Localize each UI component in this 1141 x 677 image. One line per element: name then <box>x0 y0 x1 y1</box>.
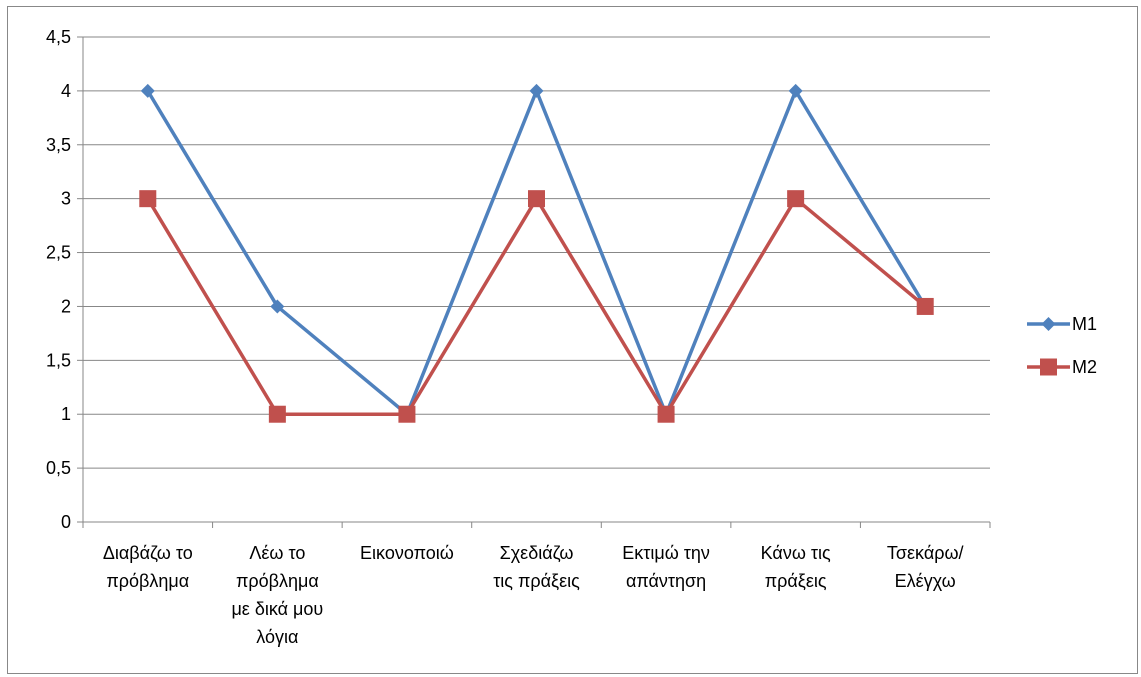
x-tick-label: Κάνω τις πράξεις <box>761 543 831 591</box>
x-tick-label-line: λόγια <box>256 627 298 647</box>
data-point <box>529 83 544 98</box>
x-tick-label-line: Εικονοποιώ <box>360 543 454 563</box>
data-point <box>398 405 416 423</box>
data-point <box>270 299 285 314</box>
gridlines <box>83 36 990 469</box>
x-tick-label-line: πρόβλημα <box>106 571 189 591</box>
data-point <box>139 190 157 208</box>
x-tick-label: Σχεδιάζω τις πράξεις <box>493 543 580 591</box>
x-tick-label: Τσεκάρω/Ελέγχω <box>887 543 964 591</box>
legend-marker <box>1040 358 1057 376</box>
x-tick-label-line: Εκτιμώ την <box>622 543 710 563</box>
series-m2 <box>139 190 934 423</box>
x-tick-label-line: τις πράξεις <box>493 571 580 591</box>
y-axis-ticks: 0 0,5 1 1,5 2 2,5 3 3,5 4 4,5 <box>46 27 83 532</box>
y-tick-label: 4,5 <box>46 27 71 47</box>
legend-item-m1: M1 <box>1027 314 1097 334</box>
chart-frame <box>7 6 1138 674</box>
x-tick-label-line: Λέω το <box>249 543 305 563</box>
x-tick-label-line: πράξεις <box>765 571 827 591</box>
y-tick-label: 2 <box>61 296 71 316</box>
y-tick-label: 3,5 <box>46 135 71 155</box>
x-tick-label-line: Σχεδιάζω <box>500 543 574 563</box>
x-tick-label-line: Κάνω τις <box>761 543 831 563</box>
x-tick-label-line: απάντηση <box>626 571 706 591</box>
x-tick-label: Λέω το πρόβλημα με δικά μου λόγια <box>231 543 323 647</box>
data-point <box>788 83 803 98</box>
data-point <box>787 190 805 208</box>
data-point <box>916 297 934 315</box>
legend-label: M1 <box>1072 314 1097 334</box>
axes <box>82 37 990 523</box>
x-tick-label: Εικονοποιώ <box>360 543 454 563</box>
y-tick-label: 0,5 <box>46 458 71 478</box>
x-tick-label-line: με δικά μου <box>231 599 323 619</box>
data-point <box>268 405 286 423</box>
y-tick-label: 1 <box>61 404 71 424</box>
x-tick-label-line: Διαβάζω το <box>103 543 193 563</box>
x-tick-label: Διαβάζω το πρόβλημα <box>103 543 193 591</box>
y-tick-label: 1,5 <box>46 350 71 370</box>
x-tick-label-line: Ελέγχω <box>895 571 956 591</box>
y-tick-label: 2,5 <box>46 243 71 263</box>
legend-label: M2 <box>1072 357 1097 377</box>
x-tick-label-line: πρόβλημα <box>236 571 319 591</box>
legend-marker <box>1041 317 1056 331</box>
x-tick-label: Εκτιμώ την απάντηση <box>622 543 710 591</box>
series-layer <box>139 83 934 423</box>
data-point <box>657 405 675 423</box>
data-point <box>528 190 545 208</box>
x-tick-label-line: Τσεκάρω/ <box>887 543 964 563</box>
y-tick-label: 3 <box>61 189 71 209</box>
legend: M1 M2 <box>1027 314 1097 377</box>
y-tick-label: 0 <box>61 512 71 532</box>
x-axis-ticks: Διαβάζω το πρόβλημα Λέω το πρόβλημα με δικά … <box>82 522 991 647</box>
y-tick-label: 4 <box>61 81 71 101</box>
data-point <box>140 83 155 98</box>
legend-item-m2: M2 <box>1027 357 1097 377</box>
